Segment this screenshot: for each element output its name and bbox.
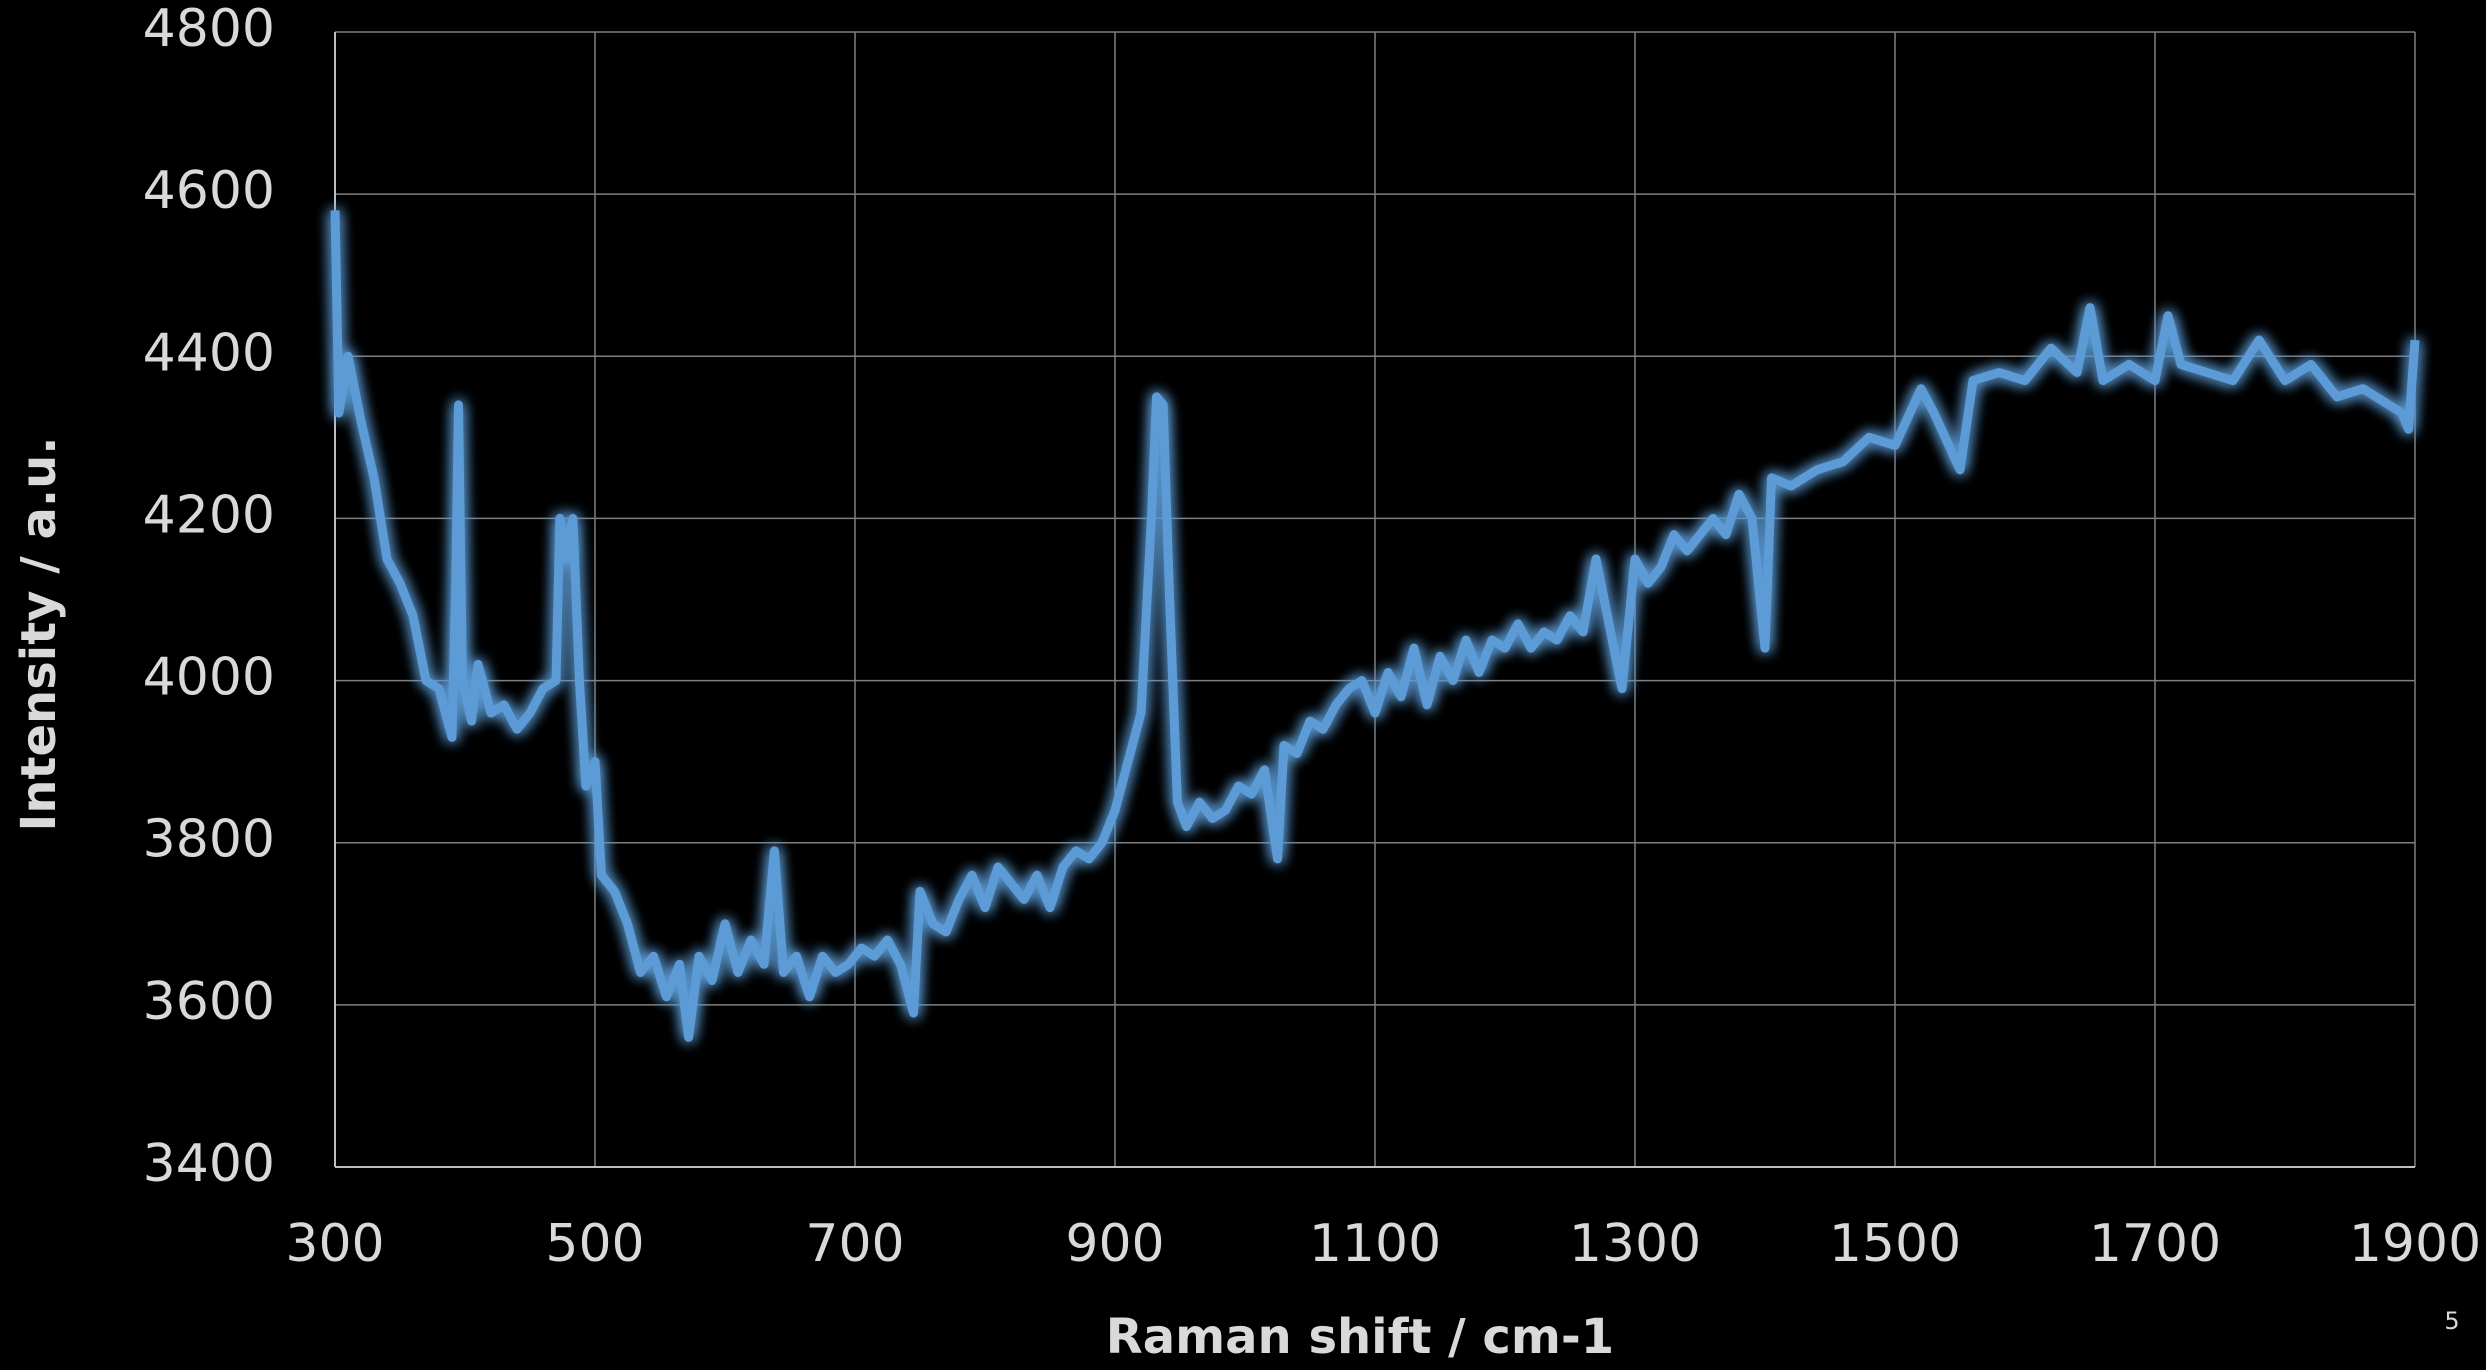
y-tick-label: 4800 (143, 0, 275, 59)
x-tick-label: 1100 (1309, 1214, 1441, 1274)
page-number: 5 (2444, 1307, 2459, 1335)
y-axis-label: Intensity / a.u. (11, 437, 67, 832)
y-tick-label: 3600 (143, 972, 275, 1032)
y-tick-label: 3800 (143, 810, 275, 870)
x-tick-label: 1500 (1829, 1214, 1961, 1274)
x-tick-label: 1700 (2089, 1214, 2221, 1274)
x-tick-label: 900 (1065, 1214, 1164, 1274)
y-tick-label: 3400 (143, 1134, 275, 1194)
x-axis-label: Raman shift / cm-1 (1106, 1309, 1614, 1365)
x-tick-label: 500 (545, 1214, 644, 1274)
y-tick-label: 4000 (143, 648, 275, 708)
x-tick-label: 700 (805, 1214, 904, 1274)
x-tick-label: 300 (285, 1214, 384, 1274)
series-line (330, 210, 2420, 1042)
x-tick-label: 1900 (2349, 1214, 2481, 1274)
y-tick-label: 4200 (143, 485, 275, 545)
y-tick-label: 4600 (143, 161, 275, 221)
x-tick-label: 1300 (1569, 1214, 1701, 1274)
y-tick-label: 4400 (143, 323, 275, 383)
